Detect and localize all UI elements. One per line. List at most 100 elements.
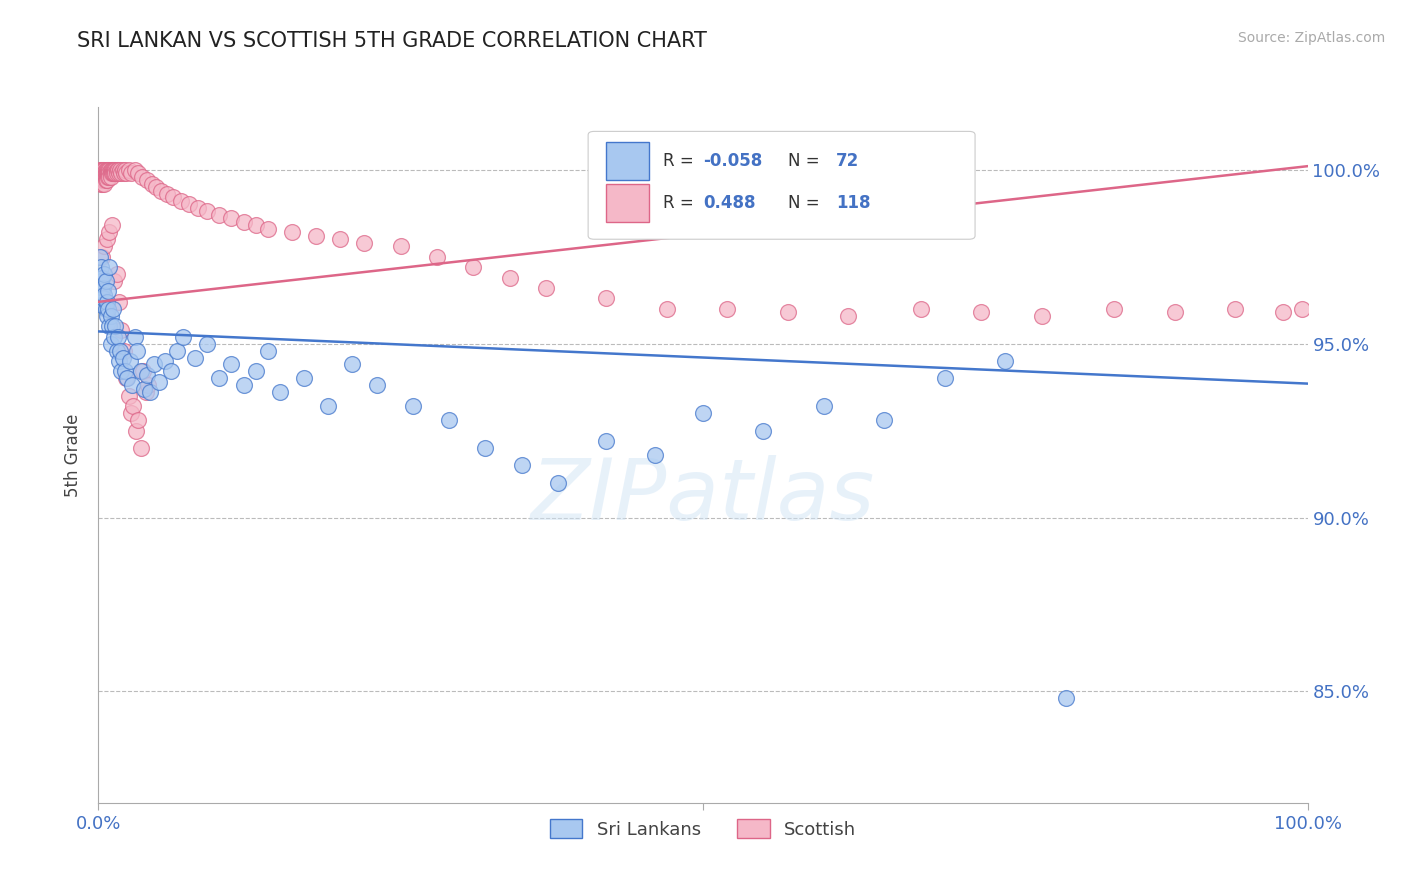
Point [89,250,111,264]
Point [118,162,141,177]
Text: 118: 118 [837,194,870,212]
Point [93,288,115,302]
Point [100,166,122,180]
Point [143,358,166,372]
Point [125,424,148,438]
Point [97,169,120,184]
Point [94,169,117,184]
Text: SRI LANKAN VS SCOTTISH 5TH GRADE CORRELATION CHART: SRI LANKAN VS SCOTTISH 5TH GRADE CORRELA… [77,31,707,51]
Point [91,162,114,177]
Point [91,281,114,295]
Point [195,204,218,219]
Point [132,364,155,378]
Text: N =: N = [787,153,824,170]
Point [93,239,115,253]
Point [97,285,120,299]
Point [118,354,141,368]
Point [96,169,118,184]
Point [131,169,153,184]
Point [121,378,143,392]
Point [94,173,117,187]
Point [221,211,243,226]
Point [692,406,714,420]
Point [91,177,114,191]
Point [120,166,142,180]
Point [208,371,231,385]
Point [166,343,188,358]
Bar [606,142,648,180]
Point [389,239,412,253]
Point [179,197,201,211]
Point [91,173,114,187]
Point [98,260,121,274]
Point [129,364,152,378]
Point [103,329,125,343]
Point [353,235,375,250]
Point [100,336,122,351]
Point [91,166,114,180]
Point [1102,301,1125,316]
Point [105,267,128,281]
Point [342,358,364,372]
Point [1223,301,1246,316]
Point [103,166,125,180]
Point [90,162,112,177]
Point [269,385,291,400]
Point [105,162,128,177]
Point [127,166,149,180]
Point [245,219,267,233]
Point [124,329,146,343]
Point [90,274,112,288]
Point [221,358,243,372]
Point [256,343,278,358]
Point [162,190,184,204]
Point [89,173,111,187]
Point [96,309,118,323]
Point [104,319,127,334]
Point [752,424,775,438]
Point [90,260,112,274]
Point [93,177,115,191]
Point [91,298,114,312]
Point [91,285,114,299]
Point [329,232,352,246]
Point [96,173,118,187]
Bar [606,184,648,222]
FancyBboxPatch shape [588,131,976,239]
Point [89,169,111,184]
Point [129,441,152,455]
Point [111,162,134,177]
Point [256,221,278,235]
Point [910,301,932,316]
Point [1031,309,1053,323]
Point [127,343,149,358]
Point [96,162,118,177]
Point [93,166,115,180]
Point [150,184,173,198]
Point [105,343,128,358]
Point [232,378,254,392]
Point [135,173,157,187]
Point [184,351,207,365]
Point [91,291,114,305]
Point [96,166,118,180]
Point [120,406,142,420]
Point [112,343,135,358]
Point [547,475,569,490]
Point [195,336,218,351]
Point [91,162,114,177]
Point [281,225,304,239]
Point [127,413,149,427]
Point [122,399,145,413]
Point [108,343,131,358]
Point [135,385,157,400]
Point [232,215,254,229]
Point [474,441,496,455]
Point [104,162,127,177]
Point [97,301,120,316]
Point [107,329,129,343]
Point [124,162,146,177]
Point [145,180,167,194]
Point [111,351,134,365]
Text: -0.058: -0.058 [703,153,762,170]
